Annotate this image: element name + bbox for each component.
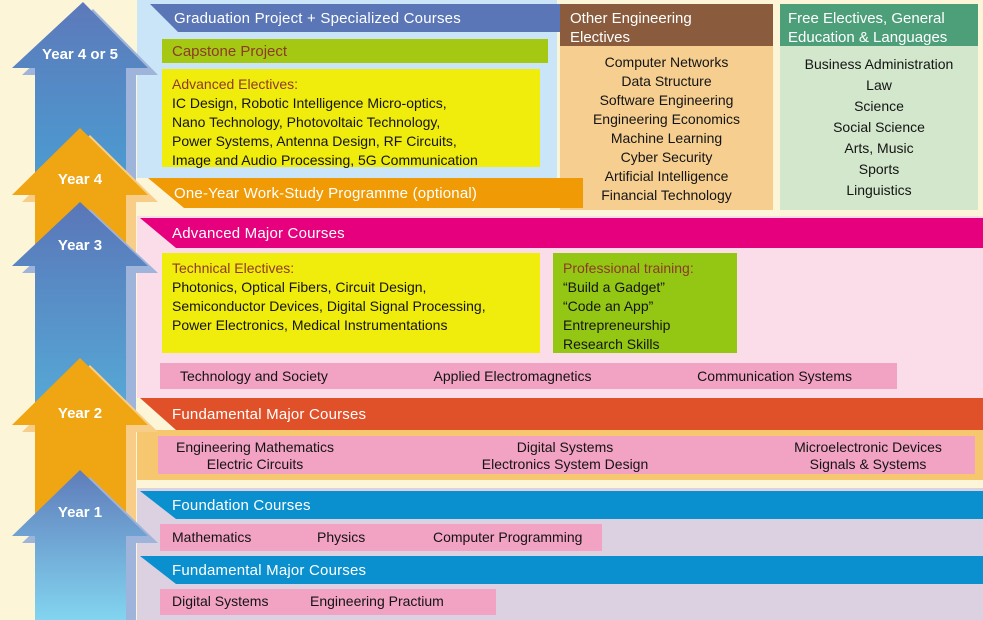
course-label: Physics bbox=[317, 529, 366, 545]
free-electives-item: Arts, Music bbox=[844, 140, 914, 156]
professional-training-item: “Code an App” bbox=[563, 298, 654, 314]
technical-electives-box: Technical Electives: Photonics, Optical … bbox=[162, 253, 540, 353]
fundamental-lower-course-bar: Digital Systems Engineering Practium bbox=[160, 589, 496, 615]
capstone-label: Capstone Project bbox=[172, 42, 288, 60]
other-electives-item: Computer Networks bbox=[604, 54, 729, 70]
professional-training-box: Professional training: “Build a Gadget” … bbox=[553, 253, 737, 353]
advanced-electives-line: Image and Audio Processing, 5G Communica… bbox=[172, 152, 478, 168]
advanced-major-banner-label: Advanced Major Courses bbox=[172, 224, 345, 242]
other-electives-item: Software Engineering bbox=[599, 92, 734, 108]
year-2-label: Year 2 bbox=[57, 405, 103, 422]
free-electives-item: Business Administration bbox=[804, 56, 954, 72]
fundamental-major-upper-banner-label: Fundamental Major Courses bbox=[172, 405, 367, 423]
advanced-major-course-bar: Technology and Society Applied Electroma… bbox=[160, 363, 897, 389]
free-electives-item: Science bbox=[854, 98, 904, 114]
technical-electives-line: Semiconductor Devices, Digital Signal Pr… bbox=[172, 298, 486, 314]
fundamental-major-lower-banner-label: Fundamental Major Courses bbox=[172, 561, 367, 579]
free-electives-item: Social Science bbox=[833, 119, 925, 135]
course-label: Electric Circuits bbox=[206, 456, 304, 472]
advanced-electives-heading: Advanced Electives: bbox=[172, 76, 299, 92]
course-label: Engineering Practium bbox=[310, 593, 444, 609]
other-electives-item: Data Structure bbox=[621, 73, 712, 89]
other-electives-list: Computer Networks Data Structure Softwar… bbox=[560, 53, 773, 205]
professional-training-item: Entrepreneurship bbox=[563, 317, 671, 333]
work-study-banner-label: One-Year Work-Study Programme (optional) bbox=[174, 184, 478, 202]
technical-electives-heading: Technical Electives: bbox=[172, 260, 295, 276]
course-label: Mathematics bbox=[172, 529, 252, 545]
graduation-banner: Graduation Project + Specialized Courses bbox=[150, 4, 576, 32]
foundation-course-bar: Mathematics Physics Computer Programming bbox=[160, 524, 602, 551]
professional-training-item: “Build a Gadget” bbox=[563, 279, 665, 295]
advanced-electives-line: Power Systems, Antenna Design, RF Circui… bbox=[172, 133, 457, 149]
other-electives-title-line2: Electives bbox=[570, 29, 631, 46]
other-electives-header: Other Engineering Electives bbox=[560, 4, 773, 46]
advanced-major-banner: Advanced Major Courses bbox=[140, 218, 983, 248]
capstone-box: Capstone Project bbox=[162, 39, 548, 63]
professional-training-heading: Professional training: bbox=[563, 260, 694, 276]
year-3-label: Year 3 bbox=[57, 237, 103, 254]
fundamental-major-lower-banner: Fundamental Major Courses bbox=[140, 556, 983, 584]
year-1-arrow bbox=[12, 470, 160, 620]
course-label: Engineering Mathematics bbox=[176, 439, 334, 455]
year-1-label: Year 1 bbox=[57, 504, 103, 521]
free-electives-title-line1: Free Electives, General bbox=[788, 10, 945, 27]
free-electives-list: Business Administration Law Science Soci… bbox=[780, 54, 978, 201]
graduation-banner-label: Graduation Project + Specialized Courses bbox=[174, 9, 461, 27]
other-electives-item: Cyber Security bbox=[620, 149, 713, 165]
other-electives-item: Engineering Economics bbox=[592, 111, 741, 127]
free-electives-title-line2: Education & Languages bbox=[788, 29, 948, 46]
course-label: Technology and Society bbox=[180, 368, 328, 384]
other-electives-item: Artificial Intelligence bbox=[604, 168, 729, 184]
course-label: Electronics System Design bbox=[481, 456, 649, 472]
other-electives-item: Machine Learning bbox=[610, 130, 723, 146]
advanced-electives-box: Advanced Electives: IC Design, Robotic I… bbox=[162, 69, 540, 168]
other-electives-title-line1: Other Engineering bbox=[570, 10, 692, 27]
other-electives-item: Financial Technology bbox=[601, 187, 732, 203]
course-label: Communication Systems bbox=[697, 368, 852, 384]
course-label: Signals & Systems bbox=[809, 456, 927, 472]
free-electives-item: Linguistics bbox=[846, 182, 912, 198]
foundation-banner-label: Foundation Courses bbox=[172, 496, 311, 514]
course-label: Digital Systems bbox=[516, 439, 614, 455]
advanced-electives-line: IC Design, Robotic Intelligence Micro-op… bbox=[172, 95, 447, 111]
course-label: Microelectronic Devices bbox=[794, 439, 942, 455]
technical-electives-line: Power Electronics, Medical Instrumentati… bbox=[172, 317, 448, 333]
free-electives-item: Sports bbox=[858, 161, 900, 177]
course-label: Computer Programming bbox=[433, 529, 583, 545]
work-study-banner: One-Year Work-Study Programme (optional) bbox=[148, 178, 583, 208]
technical-electives-line: Photonics, Optical Fibers, Circuit Desig… bbox=[172, 279, 427, 295]
free-electives-item: Law bbox=[866, 77, 892, 93]
free-electives-header: Free Electives, General Education & Lang… bbox=[780, 4, 978, 46]
foundation-banner: Foundation Courses bbox=[140, 491, 983, 519]
course-label: Applied Electromagnetics bbox=[433, 368, 592, 384]
year-4or5-label: Year 4 or 5 bbox=[42, 46, 118, 63]
course-label: Digital Systems bbox=[172, 593, 269, 609]
year-4-label: Year 4 bbox=[57, 171, 103, 188]
professional-training-item: Research Skills bbox=[563, 336, 660, 352]
fundamental-major-course-bar: Engineering Mathematics Electric Circuit… bbox=[158, 436, 975, 474]
fundamental-major-upper-banner: Fundamental Major Courses bbox=[140, 398, 983, 430]
advanced-electives-line: Nano Technology, Photovoltaic Technology… bbox=[172, 114, 441, 130]
